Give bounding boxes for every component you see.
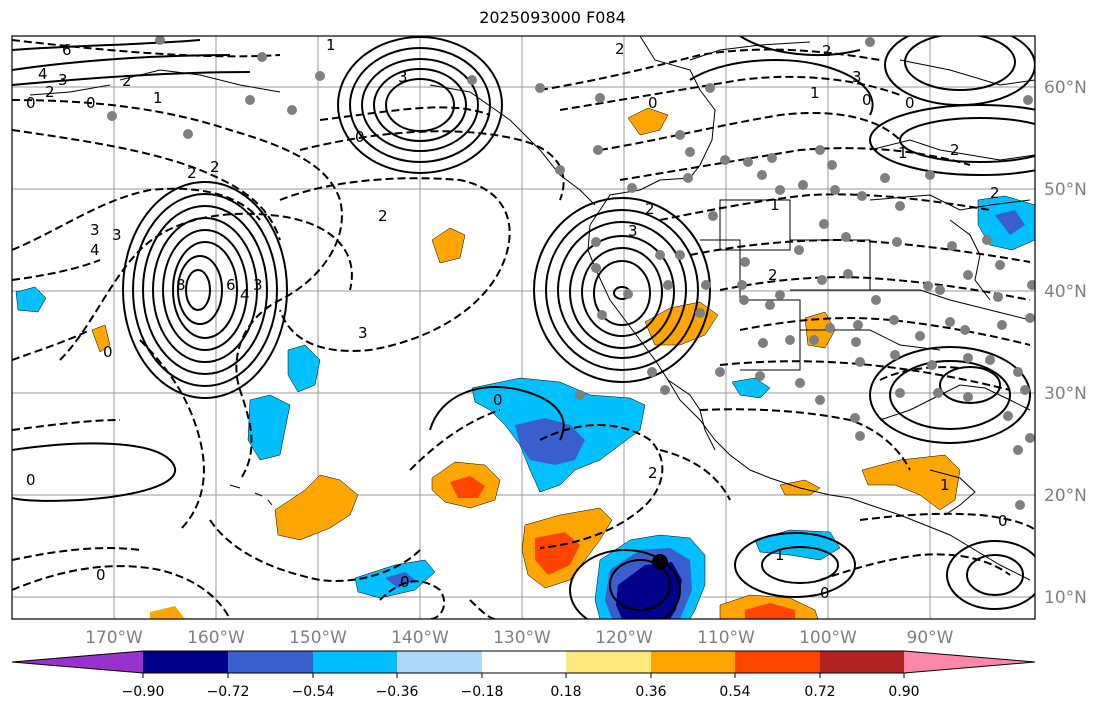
contour-label: 2	[648, 464, 658, 482]
contour-label: 1	[770, 196, 780, 214]
colorbar-tick-label: −0.90	[122, 684, 165, 700]
contour-label: 1	[940, 476, 950, 494]
contour-label: 1	[153, 89, 163, 107]
map-title: 2025093000 F084	[479, 8, 626, 27]
contour-label: 2	[378, 207, 388, 225]
contour-label: 3	[112, 226, 122, 244]
contour-label: 4	[240, 286, 250, 304]
lon-label: 130°W	[493, 628, 551, 648]
lon-label: 160°W	[187, 628, 245, 648]
contour-label: 3	[253, 276, 263, 294]
colorbar: −0.90 −0.72 −0.54 −0.36 −0.18 0.18 0.36 …	[11, 650, 1036, 700]
contour-label: 0	[905, 94, 915, 112]
colorbar-tick-label: 0.72	[804, 684, 835, 700]
contour-label: 0	[820, 584, 830, 602]
contour-label: 2	[210, 158, 220, 176]
colorbar-segment	[397, 651, 482, 673]
contour-label: 8	[176, 276, 186, 294]
contour-label: 2	[122, 72, 132, 90]
colorbar-segment	[313, 651, 397, 673]
contour-label: 2	[187, 164, 197, 182]
colorbar-extend-left	[12, 651, 143, 673]
lat-label: 20°N	[1044, 486, 1087, 506]
map-content	[12, 36, 1035, 619]
colorbar-segment	[482, 651, 566, 673]
contour-label: 0	[862, 91, 872, 109]
colorbar-tick-label: 0.36	[635, 684, 666, 700]
lon-label: 110°W	[697, 628, 755, 648]
contour-label: 0	[96, 566, 106, 584]
lat-label: 10°N	[1044, 588, 1087, 608]
contour-label: 3	[628, 222, 638, 240]
colorbar-tick-label: 0.90	[888, 684, 919, 700]
colorbar-segment	[735, 651, 820, 673]
colorbar-segment	[566, 651, 651, 673]
colorbar-segment	[143, 651, 228, 673]
lat-label: 50°N	[1044, 180, 1087, 200]
storm-center-marker	[652, 554, 668, 570]
contour-label: 0	[400, 573, 410, 591]
colorbar-tick-label: −0.18	[461, 684, 504, 700]
station-dots	[107, 36, 1035, 510]
contour-label: 4	[38, 65, 48, 83]
lon-label: 100°W	[799, 628, 857, 648]
lon-label: 120°W	[595, 628, 653, 648]
contour-label: 0	[648, 94, 658, 112]
contour-label: 2	[768, 266, 778, 284]
lon-label: 170°W	[85, 628, 143, 648]
contour-label: 0	[355, 128, 365, 146]
latitude-labels: 60°N 50°N 40°N 30°N 20°N 10°N	[1044, 78, 1087, 608]
contour-label: 1	[810, 84, 820, 102]
lon-label: 90°W	[907, 628, 954, 648]
contour-label: 2	[950, 141, 960, 159]
colorbar-tick-label: 0.18	[550, 684, 581, 700]
colorbar-tick-label: −0.36	[376, 684, 419, 700]
contour-label: 3	[398, 68, 408, 86]
contour-label: 2	[615, 40, 625, 58]
lat-label: 30°N	[1044, 384, 1087, 404]
contour-labels: 6 4 3 2 0 1 2 3 0 2 4 3 0 2 2 2 3 2 1 6 …	[26, 36, 1008, 602]
contour-label: 2	[645, 200, 655, 218]
solid-contours	[12, 36, 1035, 619]
map-frame	[11, 35, 1036, 620]
colorbar-tick-label: 0.54	[719, 684, 750, 700]
contour-label: 0	[26, 471, 36, 489]
contour-label: 2	[45, 83, 55, 101]
contour-label: 1	[775, 546, 785, 564]
colorbar-segment	[651, 651, 735, 673]
contour-label: 2	[990, 184, 1000, 202]
contour-label: 4	[90, 241, 100, 259]
colorbar-segment	[820, 651, 904, 673]
contour-label: 3	[852, 68, 862, 86]
contour-label: 0	[998, 512, 1008, 530]
contour-label: 3	[358, 324, 368, 342]
contour-label: 6	[62, 41, 72, 59]
contour-label: 1	[898, 144, 908, 162]
contour-label: 3	[90, 221, 100, 239]
contour-label: 6	[226, 276, 236, 294]
coastlines	[29, 36, 1035, 581]
contour-label: 0	[103, 343, 113, 361]
dashed-contours	[12, 39, 1035, 619]
contour-label: 1	[326, 36, 336, 54]
lat-label: 60°N	[1044, 78, 1087, 98]
contour-label: 0	[493, 391, 503, 409]
colorbar-segment	[228, 651, 313, 673]
lat-label: 40°N	[1044, 282, 1087, 302]
contour-label: 0	[86, 94, 96, 112]
colorbar-extend-right	[904, 651, 1035, 673]
contour-label: 2	[822, 42, 832, 60]
contour-label: 0	[26, 94, 36, 112]
longitude-labels: 170°W 160°W 150°W 140°W 130°W 120°W 110°…	[85, 628, 954, 648]
colorbar-tick-label: −0.72	[207, 684, 250, 700]
lon-label: 150°W	[289, 628, 347, 648]
lon-label: 140°W	[391, 628, 449, 648]
colorbar-tick-label: −0.54	[292, 684, 335, 700]
contour-label: 3	[58, 71, 68, 89]
